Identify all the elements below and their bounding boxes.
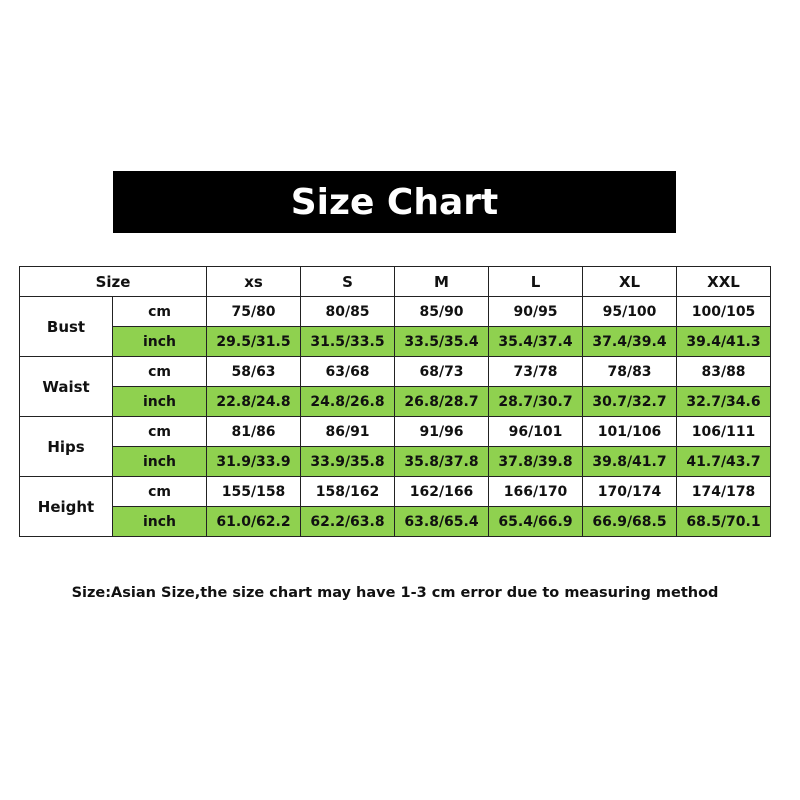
value-cell: 63.8/65.4 xyxy=(394,506,490,537)
size-header-xl: XL xyxy=(582,266,678,297)
value-cell: 66.9/68.5 xyxy=(582,506,678,537)
table-row-waist-inch: inch 22.8/24.8 24.8/26.8 26.8/28.7 28.7/30.7… xyxy=(20,386,772,417)
value-cell: 100/105 xyxy=(676,296,772,327)
unit-label: inch xyxy=(111,326,208,357)
size-header-m: M xyxy=(394,266,490,297)
value-cell: 83/88 xyxy=(676,356,772,387)
table-row-height-inch: inch 61.0/62.2 62.2/63.8 63.8/65.4 65.4/66.9… xyxy=(20,506,772,537)
value-cell: 37.8/39.8 xyxy=(488,446,584,477)
size-header-l: L xyxy=(488,266,584,297)
value-cell: 86/91 xyxy=(300,416,396,447)
value-cell: 81/86 xyxy=(206,416,302,447)
value-cell: 68/73 xyxy=(394,356,490,387)
value-cell: 106/111 xyxy=(676,416,772,447)
value-cell: 78/83 xyxy=(582,356,678,387)
value-cell: 155/158 xyxy=(206,476,302,507)
value-cell: 62.2/63.8 xyxy=(300,506,396,537)
value-cell: 158/162 xyxy=(300,476,396,507)
value-cell: 32.7/34.6 xyxy=(676,386,772,417)
size-table: Size xs S M L XL XXL Bust cm 75/80 80/85 85/90 90/… xyxy=(18,266,772,537)
value-cell: 39.4/41.3 xyxy=(676,326,772,357)
table-row-bust-cm: Bust cm 75/80 80/85 85/90 90/95 95/100 100/105 xyxy=(19,296,772,357)
value-cell: 33.9/35.8 xyxy=(300,446,396,477)
measure-label: Bust xyxy=(19,296,113,357)
value-cell: 22.8/24.8 xyxy=(206,386,302,417)
value-cell: 33.5/35.4 xyxy=(394,326,490,357)
size-header-xs: xs xyxy=(206,266,302,297)
value-cell: 73/78 xyxy=(488,356,584,387)
value-cell: 37.4/39.4 xyxy=(582,326,678,357)
title-banner: Size Chart xyxy=(113,171,676,233)
value-cell: 24.8/26.8 xyxy=(300,386,396,417)
value-cell: 65.4/66.9 xyxy=(488,506,584,537)
value-cell: 75/80 xyxy=(206,296,302,327)
value-cell: 85/90 xyxy=(394,296,490,327)
value-cell: 80/85 xyxy=(300,296,396,327)
value-cell: 170/174 xyxy=(582,476,678,507)
value-cell: 31.5/33.5 xyxy=(300,326,396,357)
value-cell: 35.8/37.8 xyxy=(394,446,490,477)
value-cell: 41.7/43.7 xyxy=(676,446,772,477)
value-cell: 95/100 xyxy=(582,296,678,327)
page-title: Size Chart xyxy=(290,181,499,223)
value-cell: 31.9/33.9 xyxy=(206,446,302,477)
value-cell: 68.5/70.1 xyxy=(676,506,772,537)
table-row-waist-cm: Waist cm 58/63 63/68 68/73 73/78 78/83 83/88 xyxy=(19,356,772,417)
unit-label: inch xyxy=(111,506,208,537)
table-row-bust-inch: inch 29.5/31.5 31.5/33.5 33.5/35.4 35.4/37.4… xyxy=(20,326,772,357)
size-header-xxl: XXL xyxy=(676,266,772,297)
measure-label: Hips xyxy=(19,416,113,477)
value-cell: 162/166 xyxy=(394,476,490,507)
table-row-height-cm: Height cm 155/158 158/162 162/166 166/170 170/… xyxy=(19,476,772,537)
unit-label: cm xyxy=(111,356,208,387)
value-cell: 28.7/30.7 xyxy=(488,386,584,417)
value-cell: 58/63 xyxy=(206,356,302,387)
measure-label: Height xyxy=(19,476,113,537)
value-cell: 101/106 xyxy=(582,416,678,447)
size-note: Size:Asian Size,the size chart may have … xyxy=(71,585,719,601)
size-header: Size xyxy=(18,266,208,297)
size-header-s: S xyxy=(300,266,396,297)
value-cell: 90/95 xyxy=(488,296,584,327)
value-cell: 35.4/37.4 xyxy=(488,326,584,357)
value-cell: 63/68 xyxy=(300,356,396,387)
measure-label: Waist xyxy=(19,356,113,417)
value-cell: 166/170 xyxy=(488,476,584,507)
value-cell: 174/178 xyxy=(676,476,772,507)
value-cell: 29.5/31.5 xyxy=(206,326,302,357)
value-cell: 96/101 xyxy=(488,416,584,447)
unit-label: cm xyxy=(111,296,208,327)
table-row-hips-cm: Hips cm 81/86 86/91 91/96 96/101 101/106 106/11… xyxy=(19,416,772,477)
value-cell: 61.0/62.2 xyxy=(206,506,302,537)
unit-label: inch xyxy=(111,446,208,477)
value-cell: 91/96 xyxy=(394,416,490,447)
header-row: Size xs S M L XL XXL xyxy=(18,266,772,297)
value-cell: 26.8/28.7 xyxy=(394,386,490,417)
unit-label: cm xyxy=(111,416,208,447)
unit-label: inch xyxy=(111,386,208,417)
value-cell: 39.8/41.7 xyxy=(582,446,678,477)
unit-label: cm xyxy=(111,476,208,507)
value-cell: 30.7/32.7 xyxy=(582,386,678,417)
table-row-hips-inch: inch 31.9/33.9 33.9/35.8 35.8/37.8 37.8/39.8… xyxy=(20,446,772,477)
